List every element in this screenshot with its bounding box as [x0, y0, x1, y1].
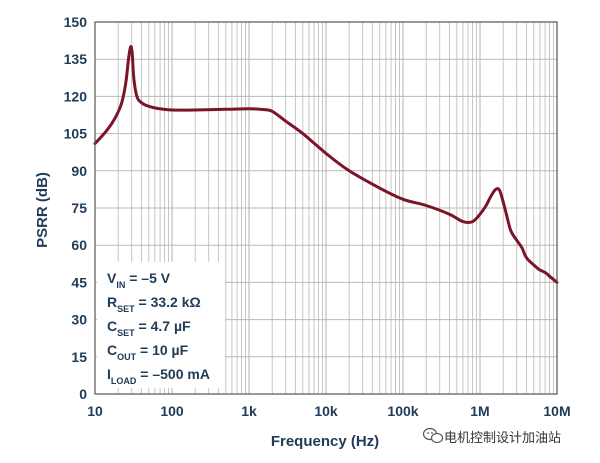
annotation-box: VIN = –5 V RSET = 33.2 kΩ CSET = 4.7 µF COU… [97, 262, 225, 388]
watermark-text: 电机控制设计加油站 [444, 431, 561, 446]
annotation-background [97, 262, 225, 388]
x-axis-title: Frequency (Hz) [271, 433, 379, 450]
x-tick-label: 10k [314, 403, 338, 419]
y-tick-labels: 0 15 30 45 60 75 90 105 120 135 150 [64, 14, 88, 402]
y-tick-label: 105 [64, 126, 88, 142]
y-tick-label: 0 [79, 386, 87, 402]
series-layer [93, 45, 559, 284]
y-tick-label: 15 [71, 349, 87, 365]
x-tick-label: 100k [387, 403, 418, 419]
y-tick-label: 135 [64, 51, 88, 67]
x-tick-label: 10 [87, 403, 103, 419]
x-tick-label: 10M [543, 403, 570, 419]
x-tick-label: 1M [470, 403, 489, 419]
watermark: 电机控制设计加油站 [422, 427, 561, 446]
annotation-line: RSET = 33.2 kΩ [107, 294, 201, 314]
annotation-line: COUT = 10 µF [107, 342, 189, 362]
psrr-series-line [93, 45, 559, 284]
y-tick-label: 90 [71, 163, 87, 179]
grid-lines [95, 22, 557, 394]
y-tick-label: 120 [64, 88, 88, 104]
y-tick-label: 45 [71, 274, 87, 290]
y-tick-label: 150 [64, 14, 88, 30]
y-tick-label: 60 [71, 237, 87, 253]
annotation-line: ILOAD = –500 mA [107, 366, 210, 386]
wechat-icon [422, 427, 444, 444]
x-tick-label: 100 [160, 403, 184, 419]
x-tick-labels: 10 100 1k 10k 100k 1M 10M [87, 403, 570, 419]
annotation-line: CSET = 4.7 µF [107, 318, 191, 338]
y-tick-label: 30 [71, 312, 87, 328]
annotation-line: VIN = –5 V [107, 270, 171, 290]
x-tick-label: 1k [241, 403, 257, 419]
plot-border [94, 21, 558, 395]
y-axis-title: PSRR (dB) [34, 172, 51, 248]
plot-frame [94, 21, 558, 395]
y-tick-label: 75 [71, 200, 87, 216]
